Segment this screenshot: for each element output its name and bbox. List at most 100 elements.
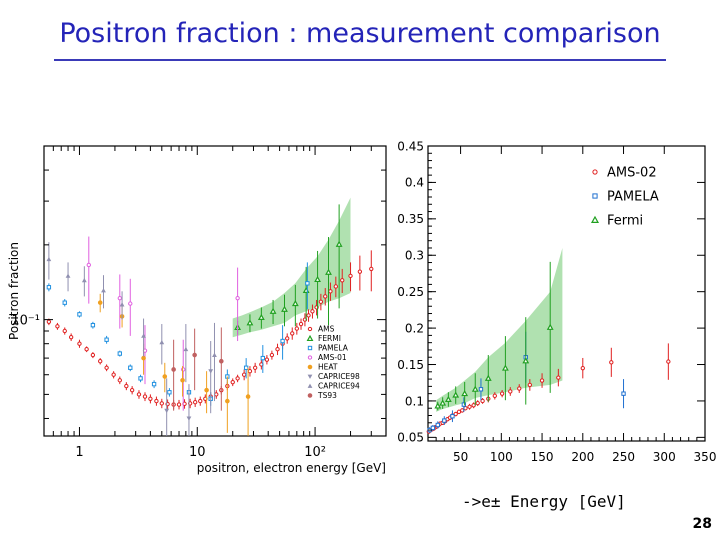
marker-circle bbox=[235, 295, 240, 301]
marker-square bbox=[138, 376, 143, 381]
marker-circle bbox=[508, 389, 513, 394]
marker-square bbox=[117, 351, 122, 356]
marker-triangle bbox=[46, 256, 52, 262]
marker-dot bbox=[162, 374, 168, 379]
y-tick-label: 0.3 bbox=[405, 249, 424, 263]
marker-triangle-down bbox=[186, 416, 192, 421]
marker-circle bbox=[323, 294, 328, 299]
marker-dot bbox=[225, 398, 230, 404]
legend-label: PAMELA bbox=[318, 344, 349, 353]
marker-circle bbox=[480, 398, 485, 404]
marker-square bbox=[461, 402, 467, 407]
marker-circle bbox=[198, 398, 203, 404]
marker-circle bbox=[592, 169, 598, 175]
marker-circle bbox=[580, 365, 585, 371]
marker-square bbox=[280, 338, 285, 344]
marker-triangle bbox=[81, 277, 87, 283]
legend-label: FERMI bbox=[318, 334, 341, 343]
x-tick-label: 10² bbox=[304, 445, 326, 460]
series-fermi bbox=[434, 261, 554, 411]
marker-circle bbox=[310, 309, 315, 314]
marker-dot bbox=[97, 300, 103, 305]
marker-circle bbox=[124, 383, 129, 389]
marker-circle bbox=[269, 352, 275, 358]
y-tick-label: 0.35 bbox=[397, 212, 424, 226]
marker-square bbox=[450, 414, 455, 419]
marker-circle bbox=[556, 375, 561, 380]
marker-circle bbox=[357, 269, 363, 274]
marker-circle bbox=[539, 378, 545, 383]
marker-circle bbox=[128, 301, 133, 306]
axis-ticks: 1 10 10² 10⁻¹ bbox=[11, 145, 387, 460]
legend: AMS-02 PAMELA Fermi bbox=[590, 166, 659, 229]
marker-circle bbox=[475, 400, 480, 406]
marker-dot bbox=[307, 364, 313, 370]
marker-triangle bbox=[246, 319, 254, 326]
marker-circle bbox=[98, 359, 103, 364]
marker-circle bbox=[159, 401, 164, 406]
marker-triangle bbox=[257, 313, 265, 321]
marker-triangle bbox=[183, 346, 189, 352]
x-tick-label: 50 bbox=[453, 450, 468, 464]
legend-label: Fermi bbox=[607, 214, 643, 229]
marker-square bbox=[90, 322, 96, 328]
x-tick-label: 200 bbox=[571, 450, 594, 464]
legend-label: AMS-02 bbox=[607, 166, 657, 181]
marker-circle bbox=[148, 396, 153, 401]
marker-square bbox=[442, 418, 447, 423]
x-tick-label: 1 bbox=[75, 445, 83, 460]
marker-circle bbox=[492, 393, 497, 399]
marker-square bbox=[128, 365, 133, 370]
marker-square bbox=[592, 193, 598, 199]
marker-circle bbox=[214, 392, 219, 397]
marker-circle bbox=[84, 347, 89, 352]
marker-square bbox=[305, 281, 310, 286]
marker-circle bbox=[230, 379, 235, 385]
x-tick-label: 250 bbox=[612, 450, 635, 464]
marker-triangle-down bbox=[307, 374, 313, 379]
marker-triangle bbox=[522, 357, 530, 364]
marker-square bbox=[167, 390, 172, 395]
slide-title: Positron fraction : measurement comparis… bbox=[59, 18, 661, 49]
legend-label: CAPRICE94 bbox=[318, 382, 360, 391]
right-plot: 50 100 150 200 250 300 350 0.05 0.1 0.15 0.2 0.25 0.… bbox=[397, 139, 716, 464]
y-axis-label: Positron fraction bbox=[7, 242, 21, 340]
marker-circle bbox=[62, 328, 67, 334]
marker-triangle bbox=[281, 305, 288, 312]
marker-triangle-down bbox=[164, 408, 170, 414]
marker-square bbox=[151, 381, 157, 387]
marker-dot bbox=[219, 358, 224, 364]
marker-circle bbox=[348, 273, 353, 279]
page-number: 28 bbox=[692, 516, 712, 532]
series-ams bbox=[46, 250, 374, 410]
marker-circle bbox=[275, 347, 280, 352]
marker-circle bbox=[499, 391, 505, 396]
y-tick-label: 0.25 bbox=[397, 285, 424, 299]
marker-circle bbox=[154, 398, 159, 404]
marker-circle bbox=[111, 372, 116, 377]
marker-circle bbox=[527, 382, 533, 388]
marker-circle bbox=[142, 394, 148, 399]
marker-circle bbox=[340, 278, 345, 283]
marker-triangle-down bbox=[208, 369, 214, 374]
x-tick-label: 350 bbox=[694, 450, 717, 464]
legend-label: HEAT bbox=[318, 363, 338, 372]
marker-dot bbox=[245, 394, 251, 399]
marker-triangle bbox=[314, 275, 321, 283]
marker-square bbox=[478, 387, 484, 392]
marker-circle bbox=[235, 376, 240, 381]
marker-triangle bbox=[501, 364, 509, 371]
marker-triangle bbox=[159, 339, 165, 345]
marker-dot bbox=[180, 377, 185, 383]
x-tick-label: 300 bbox=[653, 450, 676, 464]
marker-triangle bbox=[291, 299, 299, 307]
marker-triangle bbox=[461, 390, 469, 397]
marker-triangle bbox=[452, 391, 460, 398]
left-plot: 1 10 10² 10⁻¹ positron, electron energy [GeV… bbox=[7, 145, 387, 475]
marker-circle bbox=[264, 357, 270, 362]
marker-circle bbox=[333, 284, 338, 289]
legend-label: CAPRICE98 bbox=[318, 372, 360, 381]
marker-triangle bbox=[307, 383, 313, 388]
y-tick-label: 0.05 bbox=[397, 431, 424, 445]
